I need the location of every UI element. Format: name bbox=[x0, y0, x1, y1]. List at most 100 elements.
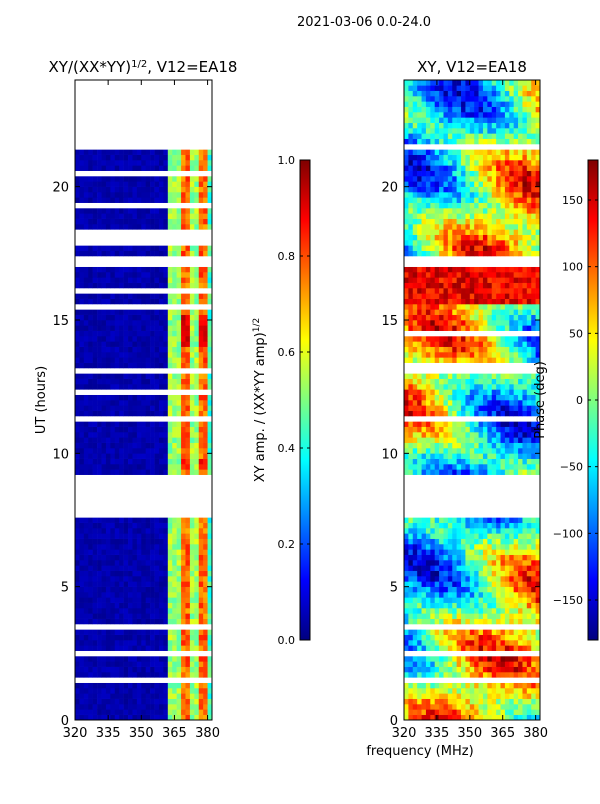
heatmap-cell bbox=[110, 325, 115, 331]
heatmap-cell bbox=[75, 549, 80, 555]
heatmap-cell bbox=[465, 299, 470, 305]
heatmap-cell bbox=[190, 571, 195, 577]
heatmap-cell bbox=[514, 245, 519, 251]
heatmap-cell bbox=[457, 400, 462, 406]
heatmap-cell bbox=[132, 160, 137, 166]
heatmap-cell bbox=[88, 528, 93, 534]
heatmap-cell bbox=[501, 293, 506, 299]
heatmap-cell bbox=[408, 581, 413, 587]
heatmap-cell bbox=[426, 251, 431, 257]
heatmap-cell bbox=[404, 592, 409, 598]
heatmap-cell bbox=[84, 656, 89, 662]
heatmap-cell bbox=[199, 352, 204, 358]
heatmap-cell bbox=[194, 555, 199, 561]
heatmap-cell bbox=[97, 155, 102, 161]
heatmap-cell bbox=[155, 411, 160, 417]
heatmap-cell bbox=[413, 389, 418, 395]
heatmap-cell bbox=[190, 347, 195, 353]
heatmap-cell bbox=[435, 688, 440, 694]
heatmap-cell bbox=[452, 640, 457, 646]
heatmap-cell bbox=[470, 667, 475, 673]
heatmap-cell bbox=[146, 155, 151, 161]
heatmap-cell bbox=[93, 405, 98, 411]
heatmap-cell bbox=[141, 672, 146, 678]
heatmap-cell bbox=[97, 197, 102, 203]
heatmap-cell bbox=[75, 267, 80, 273]
heatmap-cell bbox=[84, 453, 89, 459]
heatmap-cell bbox=[439, 395, 444, 401]
heatmap-cell bbox=[426, 683, 431, 689]
heatmap-cell bbox=[501, 699, 506, 705]
heatmap-cell bbox=[417, 523, 422, 529]
heatmap-cell bbox=[474, 283, 479, 289]
heatmap-cell bbox=[181, 661, 186, 667]
heatmap-cell bbox=[461, 277, 466, 283]
heatmap-cell bbox=[492, 341, 497, 347]
heatmap-cell bbox=[518, 283, 523, 289]
heatmap-cell bbox=[132, 464, 137, 470]
heatmap-cell bbox=[417, 672, 422, 678]
heatmap-cell bbox=[194, 587, 199, 593]
heatmap-cell bbox=[97, 581, 102, 587]
heatmap-cell bbox=[150, 603, 155, 609]
heatmap-cell bbox=[124, 699, 129, 705]
heatmap-cell bbox=[426, 629, 431, 635]
heatmap-cell bbox=[199, 603, 204, 609]
heatmap-cell bbox=[439, 427, 444, 433]
heatmap-cell bbox=[422, 571, 427, 577]
heatmap-cell bbox=[88, 395, 93, 401]
heatmap-cell bbox=[115, 469, 120, 475]
heatmap-cell bbox=[128, 437, 133, 443]
heatmap-cell bbox=[150, 560, 155, 566]
heatmap-cell bbox=[417, 395, 422, 401]
heatmap-cell bbox=[115, 608, 120, 614]
heatmap-cell bbox=[522, 395, 527, 401]
heatmap-cell bbox=[75, 667, 80, 673]
heatmap-cell bbox=[75, 459, 80, 465]
heatmap-cell bbox=[514, 352, 519, 358]
heatmap-cell bbox=[84, 603, 89, 609]
heatmap-cell bbox=[75, 587, 80, 593]
heatmap-cell bbox=[141, 219, 146, 225]
heatmap-cell bbox=[426, 619, 431, 625]
heatmap-cell bbox=[457, 411, 462, 417]
heatmap-cell bbox=[172, 539, 177, 545]
heatmap-cell bbox=[413, 587, 418, 593]
heatmap-cell bbox=[479, 315, 484, 321]
heatmap-cell bbox=[203, 224, 208, 230]
heatmap-cell bbox=[435, 347, 440, 353]
heatmap-cell bbox=[110, 437, 115, 443]
heatmap-cell bbox=[443, 453, 448, 459]
heatmap-cell bbox=[163, 187, 168, 193]
heatmap-cell bbox=[163, 555, 168, 561]
heatmap-cell bbox=[181, 523, 186, 529]
heatmap-cell bbox=[79, 613, 84, 619]
heatmap-cell bbox=[417, 379, 422, 385]
heatmap-cell bbox=[426, 587, 431, 593]
heatmap-cell bbox=[470, 635, 475, 641]
heatmap-cell bbox=[501, 603, 506, 609]
heatmap-cell bbox=[128, 528, 133, 534]
heatmap-cell bbox=[457, 235, 462, 241]
heatmap-cell bbox=[483, 619, 488, 625]
heatmap-cell bbox=[177, 459, 182, 465]
heatmap-cell bbox=[163, 693, 168, 699]
heatmap-cell bbox=[483, 656, 488, 662]
heatmap-cell bbox=[146, 709, 151, 715]
heatmap-cell bbox=[461, 560, 466, 566]
heatmap-cell bbox=[155, 165, 160, 171]
heatmap-cell bbox=[190, 629, 195, 635]
heatmap-cell bbox=[119, 453, 124, 459]
heatmap-cell bbox=[88, 149, 93, 155]
heatmap-cell bbox=[115, 645, 120, 651]
heatmap-cell bbox=[163, 219, 168, 225]
heatmap-cell bbox=[102, 656, 107, 662]
heatmap-cell bbox=[404, 629, 409, 635]
heatmap-cell bbox=[137, 395, 142, 401]
heatmap-cell bbox=[487, 683, 492, 689]
heatmap-cell bbox=[522, 448, 527, 454]
heatmap-cell bbox=[194, 224, 199, 230]
heatmap-cell bbox=[448, 347, 453, 353]
heatmap-cell bbox=[168, 517, 173, 523]
heatmap-cell bbox=[514, 597, 519, 603]
